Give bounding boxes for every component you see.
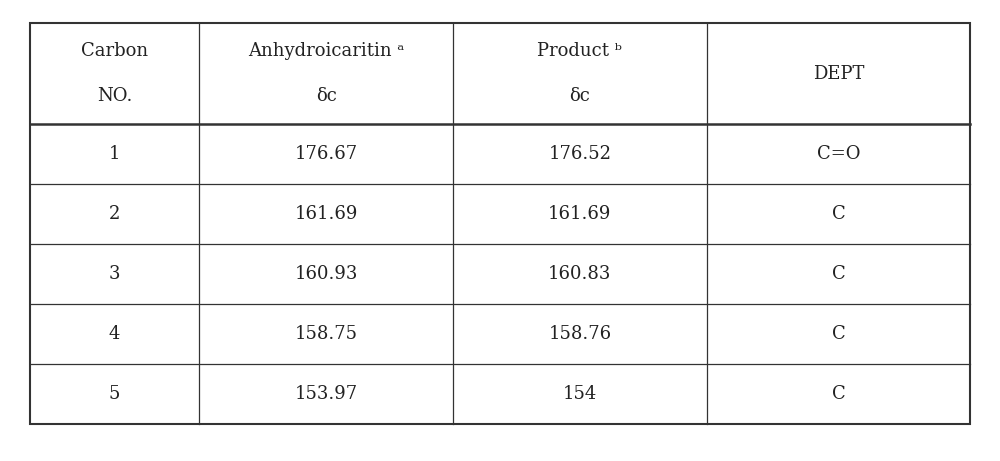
- Text: 161.69: 161.69: [294, 205, 358, 224]
- Text: 1: 1: [109, 145, 120, 164]
- Text: 4: 4: [109, 325, 120, 343]
- Text: Anhydroicaritin ᵃ: Anhydroicaritin ᵃ: [248, 42, 404, 60]
- Text: 5: 5: [109, 385, 120, 403]
- Text: Product ᵇ: Product ᵇ: [537, 42, 622, 60]
- Text: 158.76: 158.76: [548, 325, 611, 343]
- Text: C=O: C=O: [817, 145, 860, 164]
- Text: 176.52: 176.52: [548, 145, 611, 164]
- Text: DEPT: DEPT: [813, 65, 864, 83]
- Text: C: C: [832, 385, 845, 403]
- Text: 3: 3: [109, 265, 120, 284]
- Text: 176.67: 176.67: [295, 145, 358, 164]
- Text: C: C: [832, 325, 845, 343]
- Text: C: C: [832, 205, 845, 224]
- Text: δc: δc: [316, 87, 337, 105]
- Text: δc: δc: [569, 87, 590, 105]
- Text: 161.69: 161.69: [548, 205, 612, 224]
- Text: 154: 154: [563, 385, 597, 403]
- Text: 160.93: 160.93: [294, 265, 358, 284]
- Text: 153.97: 153.97: [295, 385, 358, 403]
- Text: 158.75: 158.75: [295, 325, 358, 343]
- Text: C: C: [832, 265, 845, 284]
- Text: NO.: NO.: [97, 87, 132, 105]
- Text: 2: 2: [109, 205, 120, 224]
- Text: 160.83: 160.83: [548, 265, 612, 284]
- Bar: [30, 23, 970, 424]
- Text: Carbon: Carbon: [81, 42, 148, 60]
